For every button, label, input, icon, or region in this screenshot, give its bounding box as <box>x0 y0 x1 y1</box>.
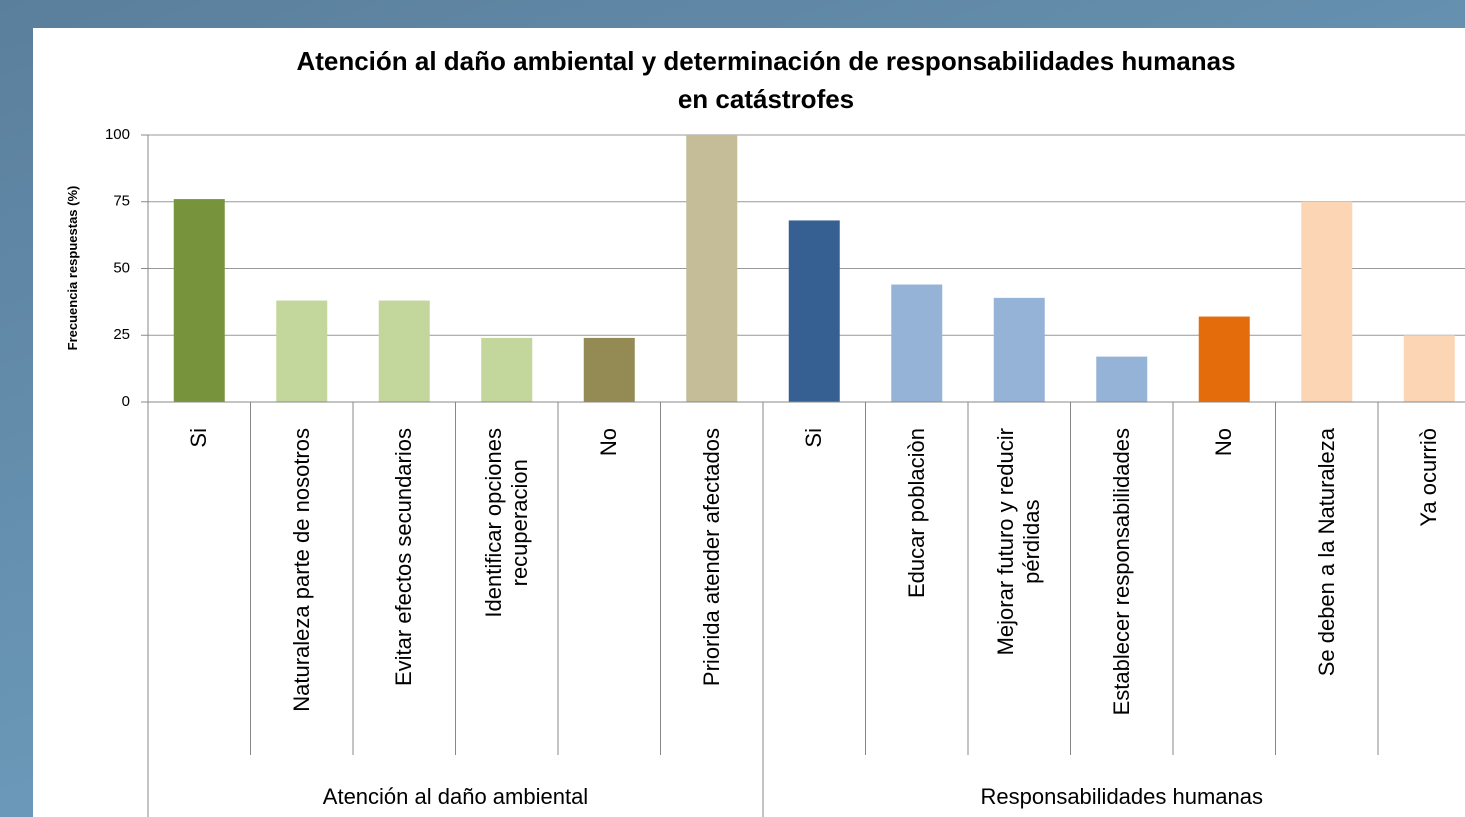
bar <box>481 337 533 402</box>
x-tick-label: Educar poblaciòn <box>903 428 929 599</box>
x-tick-label: Establecer responsabilidades <box>1108 428 1134 716</box>
y-tick-label: 25 <box>113 326 130 343</box>
x-tick-label: Si <box>801 428 827 448</box>
bar <box>583 337 635 402</box>
bar <box>993 297 1045 402</box>
x-tick-label: Si <box>186 428 212 448</box>
group-label: Responsabilidades humanas <box>980 784 1264 809</box>
x-tick-label: No <box>1211 428 1237 457</box>
bar <box>891 284 943 402</box>
x-tick-label: Identificar opciones recuperacion <box>480 428 532 618</box>
y-axis-label: Frecuencia respuestas (%) <box>65 185 80 351</box>
x-tick-label: Se deben a la Naturaleza <box>1313 428 1339 677</box>
y-tick-label: 0 <box>122 393 130 410</box>
bar <box>1096 356 1148 402</box>
x-tick-label: Ya ocurriò <box>1416 428 1442 527</box>
bar <box>788 220 840 402</box>
bar <box>1301 201 1353 402</box>
bar <box>173 199 225 402</box>
x-tick-label: Priorida atender afectados <box>698 428 724 687</box>
bar <box>378 300 430 402</box>
bar <box>276 300 328 402</box>
chart-panel <box>33 28 1465 817</box>
x-tick-label: No <box>596 428 622 457</box>
y-tick-label: 75 <box>113 193 130 210</box>
x-tick-label: Mejorar futuro y reducir pérdidas <box>993 428 1045 656</box>
group-label: Atención al daño ambiental <box>322 784 589 809</box>
y-tick-label: 100 <box>105 126 130 143</box>
x-tick-label: Naturaleza parte de nosotros <box>288 428 314 712</box>
bar <box>686 135 738 402</box>
bar <box>1403 335 1455 402</box>
bar <box>1198 316 1250 402</box>
x-tick-label: Evitar efectos secundarios <box>391 428 417 687</box>
y-tick-label: 50 <box>113 259 130 276</box>
chart-title: Atención al daño ambiental y determinaci… <box>296 46 1236 114</box>
